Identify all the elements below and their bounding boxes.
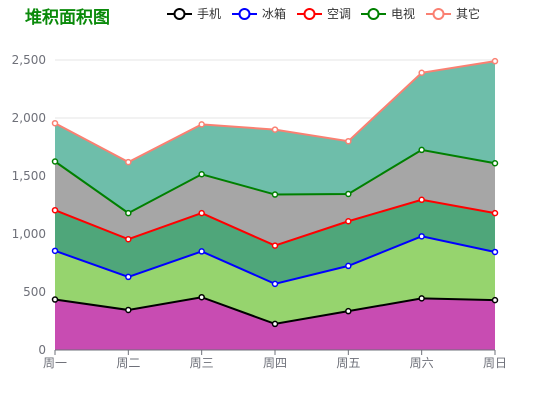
data-point (345, 217, 352, 225)
legend-item[interactable]: 冰箱 (232, 6, 286, 21)
data-point (491, 296, 499, 304)
data-point (125, 273, 132, 281)
legend-item[interactable]: 空调 (297, 7, 351, 21)
y-tick-label: 1,500 (12, 169, 46, 183)
x-tick-label: 周一 (43, 356, 67, 370)
x-tick-label: 周二 (116, 356, 140, 370)
data-point (491, 209, 499, 217)
x-tick-label: 周日 (483, 356, 507, 370)
data-point (198, 293, 205, 301)
legend-marker-icon (173, 8, 186, 20)
chart-title: 堆积面积图 (25, 7, 110, 28)
data-point (271, 320, 279, 328)
legend-item[interactable]: 手机 (167, 7, 221, 21)
y-tick-label: 2,500 (12, 53, 46, 67)
area-2 (55, 236, 495, 324)
data-point (418, 146, 425, 154)
data-point (271, 280, 279, 288)
area-1 (55, 297, 495, 350)
legend[interactable]: 手机 冰箱 空调 电视 其它 (167, 6, 480, 21)
area-fills (55, 61, 495, 350)
axes: 0 500 1,000 1,500 2,000 2,500 周一 周二 周三 周四 周五 周六 周日 (12, 53, 507, 370)
x-tick-label: 周五 (336, 356, 360, 370)
data-point (271, 242, 279, 249)
legend-item[interactable]: 其它 (426, 6, 480, 21)
legend-marker-icon (432, 8, 445, 20)
legend-label: 冰箱 (262, 6, 286, 21)
data-point (125, 209, 132, 217)
data-point (51, 247, 59, 255)
legend-label: 手机 (197, 7, 221, 21)
y-tick-label: 0 (38, 343, 46, 357)
legend-label: 空调 (327, 7, 351, 21)
data-point (198, 209, 205, 217)
data-point (51, 119, 59, 127)
data-point (345, 262, 352, 270)
data-point (345, 137, 352, 145)
x-tick-label: 周三 (190, 356, 214, 370)
y-tick-label: 500 (23, 285, 46, 299)
legend-label: 其它 (456, 6, 480, 21)
data-point (125, 158, 132, 166)
data-point (418, 233, 425, 240)
legend-item[interactable]: 电视 (361, 6, 415, 21)
data-point (51, 158, 59, 165)
data-point (418, 196, 425, 204)
legend-marker-icon (238, 8, 251, 20)
data-point (271, 191, 279, 198)
data-point (198, 171, 205, 178)
legend-label: 电视 (391, 6, 415, 21)
y-tick-label: 2,000 (12, 111, 46, 125)
data-point (51, 296, 59, 303)
legend-marker-icon (303, 8, 316, 20)
data-point (491, 248, 499, 256)
legend-marker-icon (367, 8, 380, 20)
data-point (51, 206, 59, 214)
y-tick-label: 1,000 (12, 227, 46, 241)
data-point (125, 306, 132, 314)
area-3 (55, 199, 495, 284)
area-5 (55, 61, 495, 214)
data-point (198, 121, 205, 128)
data-point (345, 190, 352, 198)
data-point (345, 307, 352, 315)
x-tick-label: 周六 (410, 356, 434, 370)
data-point (125, 235, 132, 243)
data-point (198, 248, 205, 255)
x-tick-label: 周四 (263, 356, 287, 370)
data-points (51, 57, 499, 328)
data-point (418, 295, 425, 302)
data-point (491, 57, 499, 65)
data-point (491, 159, 499, 167)
data-point (271, 126, 279, 133)
data-point (418, 69, 425, 77)
